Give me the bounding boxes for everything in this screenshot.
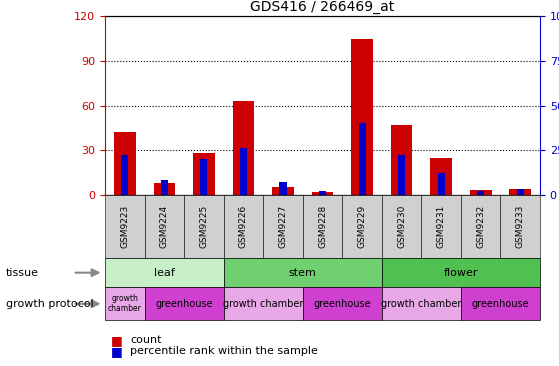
Text: growth chamber: growth chamber	[381, 299, 462, 309]
Text: ■: ■	[111, 345, 122, 358]
Bar	[280, 182, 287, 195]
Bar	[272, 187, 294, 195]
Text: greenhouse: greenhouse	[472, 299, 529, 309]
Bar	[121, 156, 129, 195]
Text: GSM9229: GSM9229	[358, 205, 367, 248]
Bar	[517, 189, 524, 195]
Text: GSM9223: GSM9223	[120, 205, 129, 248]
Text: growth chamber: growth chamber	[223, 299, 304, 309]
Bar	[470, 190, 491, 195]
Bar	[154, 183, 176, 195]
Text: GSM9226: GSM9226	[239, 205, 248, 248]
Bar	[114, 132, 136, 195]
Text: count: count	[130, 335, 162, 346]
Text: stem: stem	[289, 268, 317, 278]
Bar	[161, 180, 168, 195]
Text: GSM9231: GSM9231	[437, 205, 446, 248]
Text: growth
chamber: growth chamber	[108, 294, 142, 314]
Text: flower: flower	[444, 268, 478, 278]
Bar	[358, 123, 366, 195]
Text: GSM9228: GSM9228	[318, 205, 327, 248]
Bar	[391, 125, 413, 195]
Text: GSM9227: GSM9227	[278, 205, 287, 248]
Text: tissue: tissue	[6, 268, 39, 278]
Bar	[430, 158, 452, 195]
Text: GSM9225: GSM9225	[200, 205, 209, 248]
Text: greenhouse: greenhouse	[155, 299, 213, 309]
Text: leaf: leaf	[154, 268, 175, 278]
Text: GSM9224: GSM9224	[160, 205, 169, 248]
Text: ■: ■	[111, 334, 122, 347]
Bar	[398, 156, 405, 195]
Title: GDS416 / 266469_at: GDS416 / 266469_at	[250, 0, 395, 14]
Text: percentile rank within the sample: percentile rank within the sample	[130, 346, 318, 356]
Bar	[200, 159, 207, 195]
Bar	[477, 191, 484, 195]
Text: greenhouse: greenhouse	[314, 299, 371, 309]
Text: growth protocol: growth protocol	[6, 299, 93, 309]
Bar	[240, 148, 247, 195]
Bar	[193, 153, 215, 195]
Bar	[319, 191, 326, 195]
Bar	[438, 173, 445, 195]
Text: GSM9233: GSM9233	[516, 205, 525, 248]
Bar	[233, 101, 254, 195]
Bar	[351, 39, 373, 195]
Bar	[509, 189, 531, 195]
Text: GSM9230: GSM9230	[397, 205, 406, 248]
Bar	[312, 192, 333, 195]
Text: GSM9232: GSM9232	[476, 205, 485, 248]
